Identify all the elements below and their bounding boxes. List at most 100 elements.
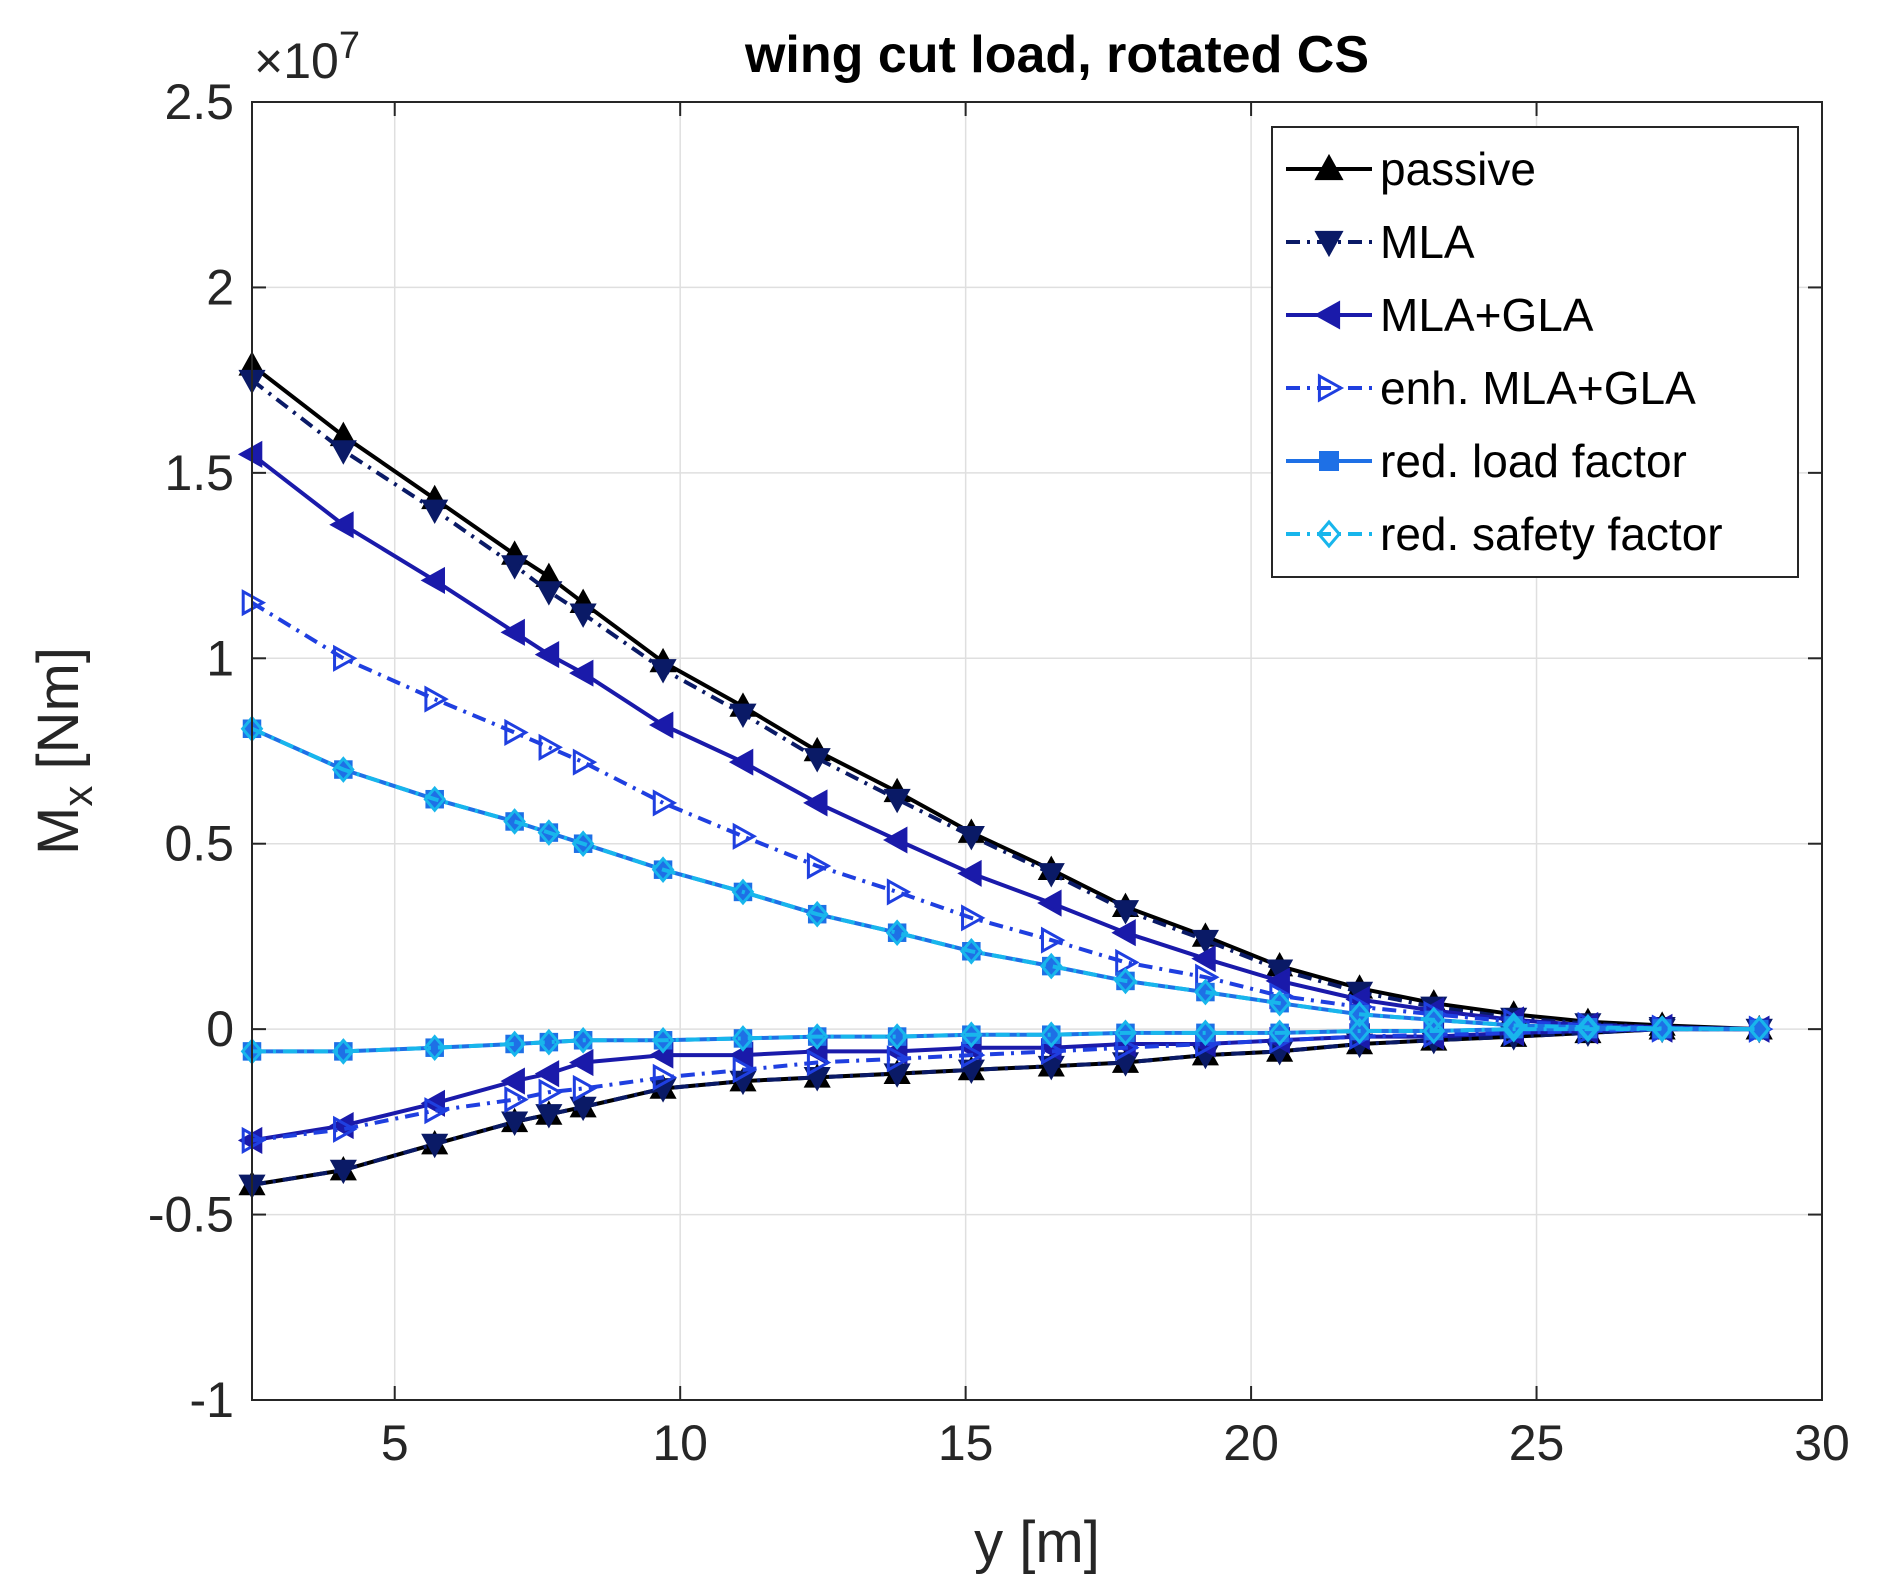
series-red-safety-factor	[240, 715, 1771, 1065]
legend-label: passive	[1380, 143, 1536, 195]
x-tick-label: 20	[1223, 1415, 1279, 1471]
data-point	[729, 703, 757, 729]
legend-box	[1271, 126, 1799, 578]
data-point	[501, 1111, 529, 1136]
legend-marker	[1316, 519, 1342, 549]
data-point	[569, 659, 594, 687]
x-axis-label: y [m]	[974, 1510, 1100, 1575]
data-point	[500, 1067, 525, 1095]
x-tick-label: 5	[381, 1415, 409, 1471]
data-point	[501, 555, 529, 580]
data-point	[504, 718, 529, 747]
series-line-lower	[251, 1027, 1760, 1187]
x-tick-label: 10	[652, 1415, 708, 1471]
y-tick-label: 2.5	[164, 74, 234, 130]
data-point	[569, 603, 597, 628]
data-point	[538, 733, 563, 761]
y-exponent-power: 7	[339, 25, 360, 67]
data-point	[803, 748, 831, 773]
data-point	[500, 618, 525, 646]
data-point	[1268, 1019, 1291, 1047]
data-point	[648, 711, 674, 739]
y-tick-label: -1	[190, 1372, 234, 1428]
data-point	[572, 1074, 598, 1103]
y-tick-label: 1	[206, 630, 234, 686]
data-point	[1037, 863, 1065, 888]
data-point	[424, 1097, 449, 1125]
data-point	[534, 1060, 560, 1088]
ticks: 5 10 15 20 25 30 -1 -0.5 0 0.5 1 1.5 2 2.5	[148, 74, 1850, 1471]
data-point	[649, 659, 677, 684]
data-point	[420, 566, 445, 594]
data-point	[731, 1025, 755, 1052]
data-point	[333, 644, 358, 672]
legend-label: red. load factor	[1380, 435, 1687, 487]
series-line-lower	[252, 1027, 1760, 1054]
data-point	[652, 1063, 678, 1091]
y-axis-exponent: ×107	[254, 25, 360, 89]
y-exponent-base: ×10	[254, 33, 339, 89]
data-point	[421, 499, 449, 525]
data-point	[806, 852, 832, 880]
data-point	[649, 1078, 677, 1103]
data-point	[569, 1048, 594, 1077]
data-point	[805, 1023, 829, 1050]
data-point	[535, 1104, 563, 1129]
data-point	[1502, 1012, 1526, 1039]
data-point	[572, 748, 598, 776]
data-point	[329, 1159, 357, 1185]
legend-marker	[1313, 300, 1341, 330]
data-point	[1502, 1015, 1526, 1043]
data-point	[1114, 967, 1137, 995]
data-point	[1039, 1021, 1063, 1049]
data-point	[503, 808, 526, 835]
x-tick-label: 15	[938, 1415, 994, 1471]
data-point	[885, 1023, 909, 1050]
data-point	[329, 440, 357, 465]
data-point	[504, 1086, 529, 1114]
data-point	[333, 1115, 358, 1143]
data-point	[731, 878, 755, 906]
data-point	[729, 1070, 757, 1096]
data-point	[886, 878, 912, 906]
data-point	[960, 1021, 983, 1049]
data-point	[329, 511, 354, 539]
data-point	[1040, 926, 1066, 954]
data-point	[241, 589, 267, 617]
data-point	[885, 919, 909, 947]
legend-label: MLA	[1380, 216, 1475, 268]
data-point	[241, 1126, 267, 1154]
data-point	[732, 1056, 758, 1084]
data-point	[1422, 1017, 1446, 1045]
y-tick-label: -0.5	[148, 1187, 234, 1243]
data-point	[652, 789, 678, 817]
data-point	[534, 641, 560, 669]
data-point	[537, 819, 561, 846]
data-point	[571, 1026, 595, 1054]
data-point	[1265, 967, 1290, 995]
data-point	[537, 1028, 561, 1056]
series-line-upper	[250, 378, 1760, 1032]
data-point	[503, 1030, 526, 1058]
legend-marker	[1317, 373, 1345, 403]
data-point	[1348, 1017, 1371, 1045]
data-point	[332, 756, 355, 783]
data-point	[805, 900, 829, 928]
data-point	[1114, 1019, 1137, 1047]
legend-label: red. safety factor	[1380, 508, 1723, 560]
y-tick-label: 2	[206, 259, 234, 315]
series-line-lower	[251, 1027, 1760, 1143]
data-point	[1039, 952, 1063, 980]
data-point	[1191, 945, 1216, 973]
data-point	[1650, 1015, 1674, 1043]
data-point	[424, 685, 449, 713]
y-tick-label: 0.5	[164, 816, 234, 872]
data-point	[1747, 1015, 1771, 1043]
data-point	[535, 581, 563, 606]
y-axis-label-main: M	[26, 807, 91, 855]
data-point	[1268, 989, 1291, 1017]
data-point	[538, 1078, 563, 1106]
data-point	[883, 826, 908, 854]
legend-label: MLA+GLA	[1380, 289, 1594, 341]
data-point	[806, 1048, 832, 1077]
